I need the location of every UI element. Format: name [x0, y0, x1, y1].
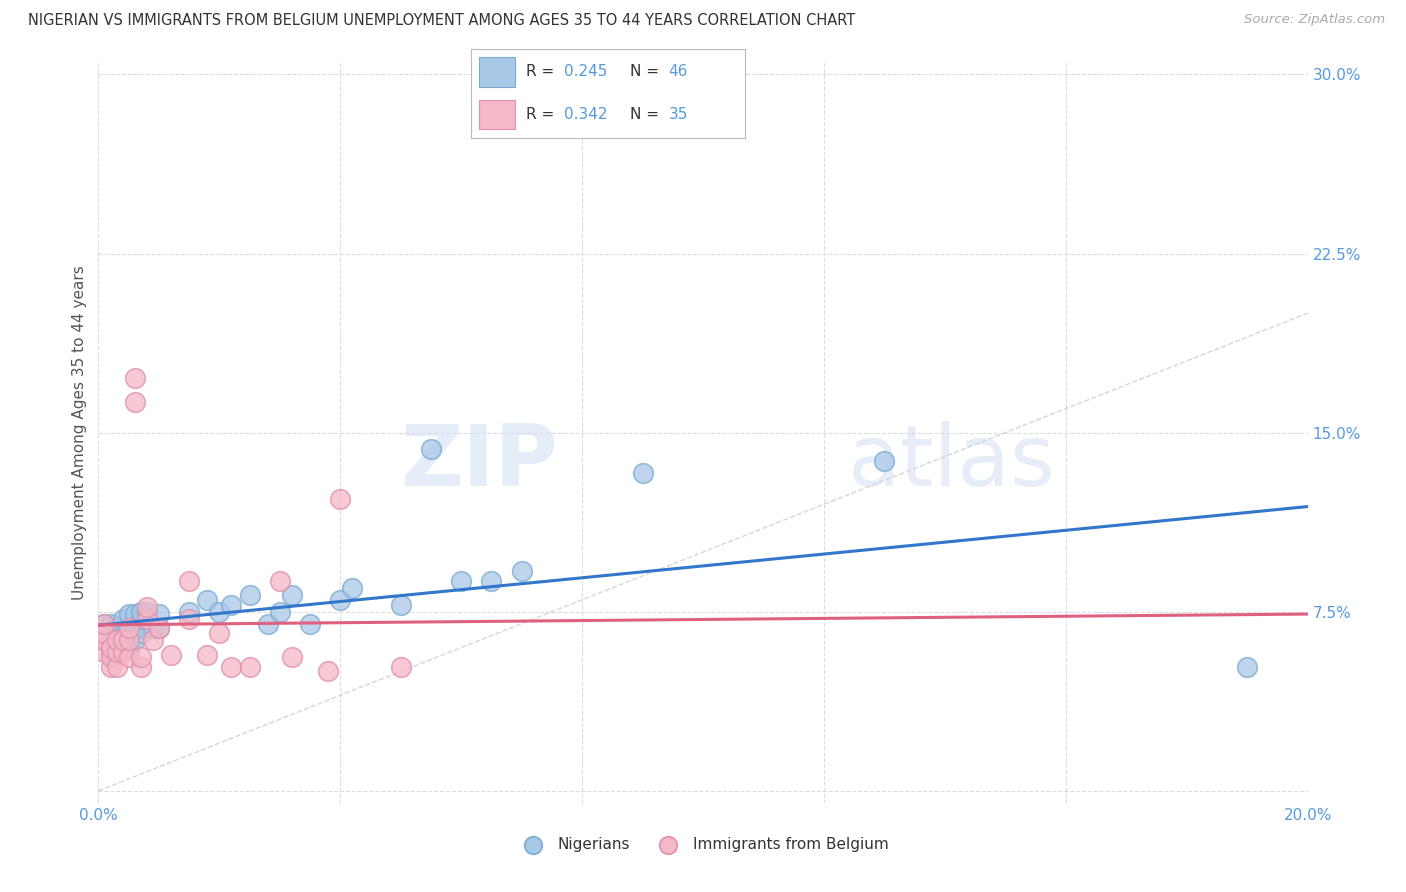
- Legend: Nigerians, Immigrants from Belgium: Nigerians, Immigrants from Belgium: [512, 830, 894, 858]
- Point: [129, 612, 152, 626]
- Point: [100, 648, 122, 662]
- Y-axis label: Unemployment Among Ages 35 to 44 years: Unemployment Among Ages 35 to 44 years: [72, 265, 87, 600]
- Point: [631, 467, 654, 481]
- Point: [124, 633, 146, 648]
- Point: [129, 626, 152, 640]
- Point: [142, 622, 165, 636]
- Point: [93, 616, 115, 631]
- Point: [93, 626, 115, 640]
- Point: [129, 605, 152, 619]
- Text: N =: N =: [630, 107, 664, 122]
- Point: [105, 645, 128, 659]
- Point: [179, 612, 201, 626]
- Point: [269, 605, 291, 619]
- Text: 35: 35: [668, 107, 688, 122]
- Point: [135, 612, 157, 626]
- Point: [105, 659, 128, 673]
- FancyBboxPatch shape: [479, 100, 515, 129]
- Point: [105, 633, 128, 648]
- Point: [111, 640, 134, 655]
- Text: 0.245: 0.245: [564, 64, 607, 79]
- Point: [124, 607, 146, 621]
- Point: [195, 592, 218, 607]
- Text: atlas: atlas: [848, 421, 1056, 504]
- Text: R =: R =: [526, 107, 560, 122]
- Point: [93, 626, 115, 640]
- Point: [1236, 659, 1258, 673]
- Point: [179, 605, 201, 619]
- Point: [100, 640, 122, 655]
- Point: [105, 622, 128, 636]
- Point: [269, 574, 291, 588]
- Point: [481, 574, 503, 588]
- Point: [256, 616, 278, 631]
- Point: [118, 633, 141, 648]
- Point: [342, 581, 364, 595]
- Point: [873, 454, 896, 468]
- Point: [105, 633, 128, 648]
- Point: [135, 605, 157, 619]
- Point: [208, 605, 231, 619]
- Point: [100, 636, 122, 650]
- Point: [100, 659, 122, 673]
- Point: [299, 616, 322, 631]
- Point: [118, 607, 141, 621]
- Point: [93, 645, 115, 659]
- Point: [111, 633, 134, 648]
- Text: NIGERIAN VS IMMIGRANTS FROM BELGIUM UNEMPLOYMENT AMONG AGES 35 TO 44 YEARS CORRE: NIGERIAN VS IMMIGRANTS FROM BELGIUM UNEM…: [28, 13, 855, 29]
- FancyBboxPatch shape: [479, 57, 515, 87]
- Text: 46: 46: [668, 64, 688, 79]
- Point: [160, 648, 183, 662]
- Point: [281, 650, 304, 665]
- Point: [129, 650, 152, 665]
- Point: [221, 598, 243, 612]
- Point: [316, 665, 339, 679]
- Point: [135, 599, 157, 614]
- Text: ZIP: ZIP: [401, 421, 558, 504]
- Text: Source: ZipAtlas.com: Source: ZipAtlas.com: [1244, 13, 1385, 27]
- Point: [93, 616, 115, 631]
- Point: [93, 633, 115, 648]
- Point: [148, 622, 170, 636]
- Text: N =: N =: [630, 64, 664, 79]
- Point: [389, 598, 412, 612]
- Point: [105, 645, 128, 659]
- Point: [118, 650, 141, 665]
- Point: [239, 588, 262, 602]
- Point: [221, 659, 243, 673]
- Point: [148, 607, 170, 621]
- Point: [118, 622, 141, 636]
- Point: [195, 648, 218, 662]
- Point: [510, 564, 533, 578]
- Point: [93, 633, 115, 648]
- Point: [111, 612, 134, 626]
- Point: [118, 640, 141, 655]
- Text: R =: R =: [526, 64, 560, 79]
- Point: [329, 492, 352, 507]
- Point: [420, 442, 443, 457]
- Point: [329, 592, 352, 607]
- Point: [389, 659, 412, 673]
- Point: [142, 633, 165, 648]
- Point: [124, 394, 146, 409]
- Point: [124, 370, 146, 384]
- Text: 0.342: 0.342: [564, 107, 607, 122]
- Point: [148, 622, 170, 636]
- Point: [100, 650, 122, 665]
- Point: [100, 616, 122, 631]
- Point: [111, 645, 134, 659]
- Point: [100, 626, 122, 640]
- Point: [129, 659, 152, 673]
- Point: [179, 574, 201, 588]
- Point: [450, 574, 472, 588]
- Point: [118, 629, 141, 643]
- Point: [111, 629, 134, 643]
- Point: [239, 659, 262, 673]
- Point: [281, 588, 304, 602]
- Point: [124, 622, 146, 636]
- Point: [118, 622, 141, 636]
- Point: [208, 626, 231, 640]
